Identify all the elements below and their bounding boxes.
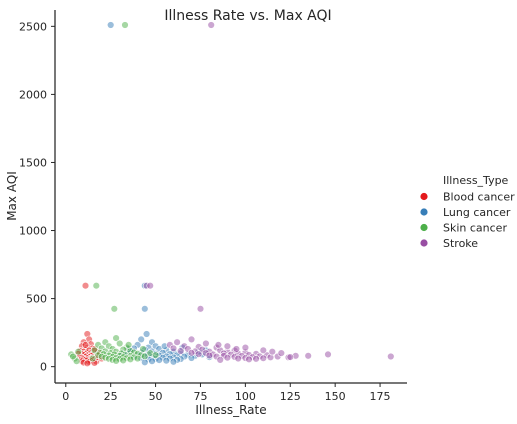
x-tick-label: 25: [104, 390, 118, 403]
point-stroke: [259, 346, 267, 354]
point-lung-cancer: [142, 330, 151, 338]
y-tick-label: 2000: [19, 88, 47, 101]
point-stroke: [205, 351, 214, 360]
point-stroke: [202, 339, 210, 348]
point-stroke: [169, 344, 178, 352]
points-layer: [67, 21, 395, 367]
legend-title: Illness_Type: [443, 174, 509, 187]
point-lung-cancer: [155, 356, 163, 364]
point-stroke: [245, 355, 253, 363]
point-stroke: [268, 348, 276, 356]
point-skin-cancer: [151, 351, 160, 359]
point-stroke: [232, 345, 241, 353]
y-tick-label: 0: [40, 361, 47, 374]
point-stroke: [177, 347, 185, 355]
point-stroke: [146, 282, 154, 290]
point-skin-cancer: [74, 348, 83, 356]
y-ticks: 0 500 1000 1500 2000 2500: [19, 20, 55, 374]
y-tick-label: 500: [26, 293, 47, 306]
y-tick-label: 1000: [19, 225, 47, 238]
point-skin-cancer: [139, 345, 147, 353]
point-lung-cancer: [162, 357, 171, 365]
point-skin-cancer: [121, 21, 129, 29]
point-skin-cancer: [110, 305, 119, 313]
legend-label-stroke: Stroke: [443, 237, 478, 250]
point-lung-cancer: [169, 358, 178, 366]
point-stroke: [387, 352, 395, 361]
x-tick-label: 75: [193, 390, 207, 403]
point-stroke: [223, 354, 232, 362]
point-lung-cancer: [141, 305, 149, 313]
legend-marker-stroke: [420, 239, 428, 247]
point-stroke: [304, 352, 312, 360]
point-skin-cancer: [119, 356, 127, 365]
legend-label-lung-cancer: Lung cancer: [443, 206, 511, 219]
y-tick-label: 1500: [19, 156, 47, 169]
x-tick-label: 125: [280, 390, 301, 403]
point-stroke: [241, 343, 250, 352]
point-stroke: [187, 335, 196, 344]
point-stroke: [207, 21, 215, 29]
legend-marker-lung-cancer: [420, 208, 428, 216]
point-skin-cancer: [124, 341, 133, 349]
y-tick-label: 2500: [19, 20, 47, 33]
x-axis-label: Illness_Rate: [195, 403, 266, 417]
point-stroke: [277, 349, 285, 357]
legend-marker-skin-cancer: [420, 223, 428, 232]
point-stroke: [196, 305, 205, 313]
point-stroke: [234, 354, 242, 363]
point-stroke: [223, 342, 232, 350]
point-lung-cancer: [137, 335, 145, 344]
point-lung-cancer: [106, 21, 115, 29]
point-stroke: [195, 350, 203, 358]
legend-label-skin-cancer: Skin cancer: [443, 222, 507, 235]
point-blood-cancer: [83, 359, 92, 367]
point-skin-cancer: [69, 352, 77, 361]
point-lung-cancer: [148, 357, 156, 365]
point-skin-cancer: [112, 357, 120, 365]
point-skin-cancer: [115, 339, 124, 348]
x-tick-label: 175: [370, 390, 391, 403]
point-skin-cancer: [88, 354, 97, 363]
x-tick-label: 0: [62, 390, 69, 403]
point-skin-cancer: [92, 282, 101, 290]
point-skin-cancer: [112, 334, 120, 342]
point-skin-cancer: [141, 352, 149, 360]
point-stroke: [187, 349, 196, 357]
point-stroke: [259, 354, 267, 362]
x-tick-label: 50: [149, 390, 163, 403]
x-ticks: 0 25 50 75 100 125 150 175: [62, 383, 391, 403]
point-stroke: [216, 356, 224, 364]
point-stroke: [286, 353, 294, 361]
point-blood-cancer: [81, 341, 90, 349]
chart-title: Illness Rate vs. Max AQI: [164, 8, 331, 24]
x-tick-label: 100: [235, 390, 256, 403]
point-stroke: [324, 350, 332, 359]
point-stroke: [173, 338, 181, 346]
point-stroke: [214, 341, 223, 349]
legend: Illness_Type Blood cancer Lung cancer Skin…: [420, 174, 515, 250]
y-axis-label: Max AQI: [5, 171, 19, 221]
legend-label-blood-cancer: Blood cancer: [443, 191, 515, 204]
x-tick-label: 150: [325, 390, 346, 403]
point-stroke: [252, 355, 260, 363]
point-blood-cancer: [81, 282, 90, 290]
point-skin-cancer: [126, 355, 135, 363]
legend-marker-blood-cancer: [420, 192, 428, 201]
point-skin-cancer: [133, 354, 142, 363]
